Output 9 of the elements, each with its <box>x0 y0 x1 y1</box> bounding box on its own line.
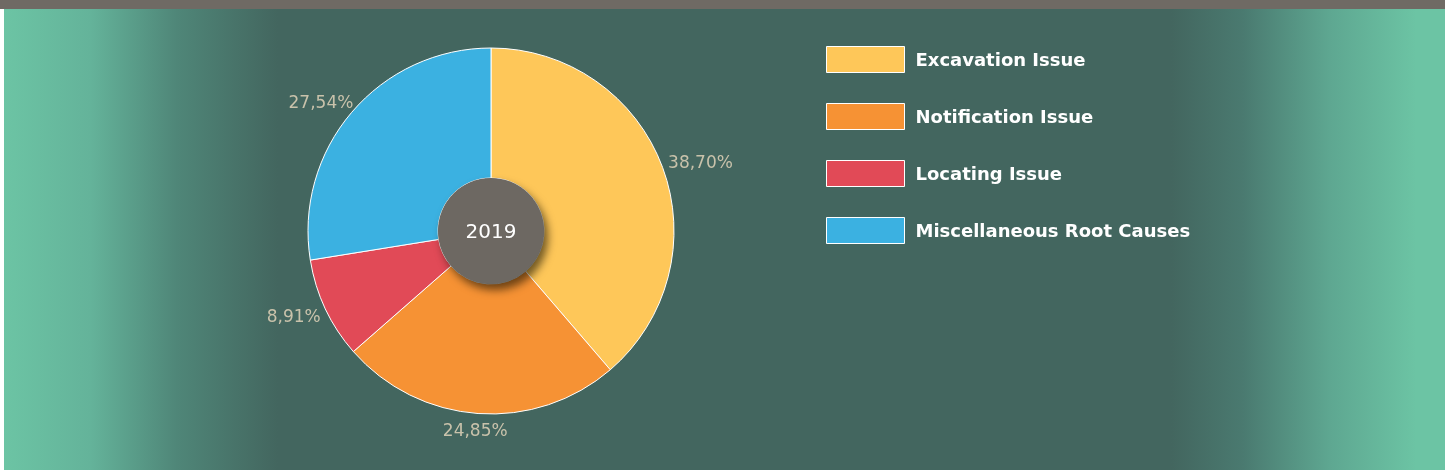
data-label: 38,70% <box>668 151 733 172</box>
legend-label: Excavation Issue <box>915 49 1086 70</box>
legend-label: Notification Issue <box>915 106 1094 127</box>
data-label: 27,54% <box>288 91 354 112</box>
data-label: 24,85% <box>442 420 508 440</box>
data-label: 8,91% <box>266 305 321 326</box>
text: 2019 <box>464 218 518 244</box>
legend-label: Locating Issue <box>915 163 1063 184</box>
legend-label: Miscellaneous Root Causes <box>915 220 1191 241</box>
